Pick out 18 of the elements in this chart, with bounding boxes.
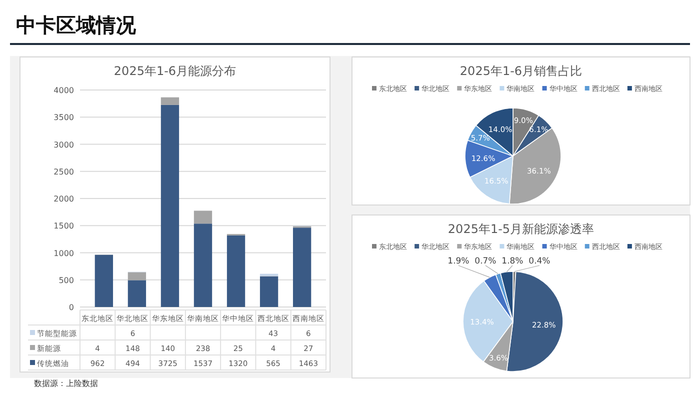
text: 中卡区域情况 (16, 13, 137, 37)
y-tick-label: 500 (58, 276, 74, 285)
y-tick-label: 3500 (54, 113, 74, 122)
data-label: 0.4% (528, 256, 550, 266)
data-label: 0.7% (474, 256, 496, 266)
y-tick-label: 1000 (54, 248, 74, 258)
chart-title: 2025年1-5月新能源渗透率 (448, 222, 594, 236)
y-tick-label: 0 (68, 303, 74, 312)
text: 数据源：上险数据 (34, 379, 98, 388)
chart-title: 2025年1-6月销售占比 (460, 64, 582, 78)
y-tick-label: 3000 (54, 140, 74, 150)
y-tick-label: 1500 (54, 222, 74, 231)
y-tick-label: 4000 (54, 86, 74, 95)
data-label: 1.8% (502, 256, 524, 266)
chart-title: 2025年1-6月能源分布 (114, 64, 236, 78)
y-tick-label: 2500 (54, 167, 74, 176)
data-label: 1.9% (448, 256, 470, 266)
y-tick-label: 2000 (54, 194, 74, 204)
